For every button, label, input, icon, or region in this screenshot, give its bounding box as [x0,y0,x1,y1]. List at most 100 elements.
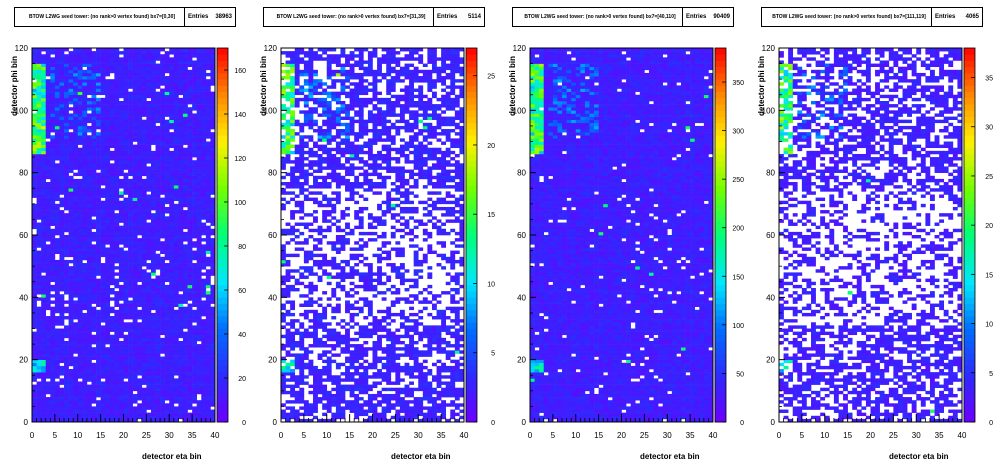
heatmap-cell [45,197,51,202]
heatmap-cell [178,216,184,220]
heatmap-cell [141,228,147,233]
colorbar-segment [217,309,228,317]
heatmap-cell [114,113,120,117]
heatmap-cell [128,182,133,186]
heatmap-cell [114,278,120,283]
heatmap-cell [123,79,129,83]
heatmap-cell [132,393,138,398]
heatmap-cell [50,119,56,124]
heatmap-cell [196,418,202,423]
heatmap-cell [150,331,156,336]
heatmap-cell [36,390,42,395]
heatmap-cell [155,278,161,283]
heatmap-cell [196,350,202,354]
heatmap-cell [182,178,188,183]
heatmap-cell [141,272,147,276]
heatmap-cell [77,166,83,170]
heatmap-cell [118,144,124,149]
heatmap-cell [118,194,124,198]
heatmap-cell [73,231,79,236]
heatmap-cell [64,100,69,105]
heatmap-cell [169,393,175,398]
heatmap-cell [96,387,101,392]
heatmap-cell [187,322,193,326]
heatmap-cell [146,235,152,239]
heatmap-cell [77,216,83,220]
heatmap-cell [201,110,207,114]
heatmap-cell [41,241,47,245]
heatmap-cell [123,113,129,117]
heatmap-cell [169,365,175,370]
heatmap-cell [128,256,133,261]
heatmap-cell [59,312,65,317]
heatmap-cell [164,94,170,99]
heatmap-cell [96,269,101,273]
heatmap-cell [54,259,60,264]
heatmap-cell [164,85,170,89]
heatmap-cell [96,263,101,267]
colorbar-segment [217,48,228,55]
heatmap-cell [36,63,42,67]
heatmap-cell [137,219,143,223]
heatmap-cell [201,210,207,214]
heatmap-cell [54,319,60,323]
heatmap-cell [123,344,129,348]
heatmap-cell [45,157,51,161]
heatmap-cell [128,259,133,264]
heatmap-cell [187,331,193,336]
heatmap-cell [114,400,120,404]
heatmap-cell [109,409,115,413]
heatmap-cell [192,206,198,211]
heatmap-cell [160,175,165,180]
heatmap-cell [59,88,65,92]
heatmap-cell [59,166,65,170]
heatmap-cell [137,94,143,99]
heatmap-cell [50,309,56,314]
heatmap-cell [123,175,129,180]
heatmap-cell [173,188,179,192]
heatmap-cell [294,287,300,292]
heatmap-cell [182,378,188,382]
heatmap-cell [150,412,156,417]
heatmap-cell [109,372,115,376]
heatmap-cell [105,129,111,133]
heatmap-cell [82,409,88,413]
heatmap-cell [54,178,60,183]
heatmap-cell [96,319,101,323]
heatmap-cell [64,344,69,348]
heatmap-cell [160,157,165,161]
heatmap-cell [146,76,152,80]
heatmap-cell [169,51,175,55]
heatmap-cell [132,169,138,173]
heatmap-cell [160,275,165,279]
heatmap-cell [205,51,211,55]
heatmap-cell [132,350,138,354]
heatmap-cell [290,175,296,180]
heatmap-cell [114,82,120,86]
heatmap-cell [285,91,291,96]
heatmap-cell [123,250,129,254]
heatmap-cell [182,104,188,108]
heatmap-cell [201,216,207,220]
heatmap-cell [290,119,296,124]
heatmap-cell [281,163,286,167]
heatmap-cell [64,153,69,158]
heatmap-cell [109,400,115,404]
heatmap-cell [160,403,165,407]
heatmap-cell [192,278,198,283]
heatmap-cell [281,278,286,283]
heatmap-cell [164,238,170,242]
heatmap-cell [210,238,216,242]
heatmap-cell [82,350,88,354]
heatmap-cell [150,188,156,192]
heatmap-cell [155,79,161,83]
heatmap-cell [82,188,88,192]
heatmap-cell [201,119,207,124]
heatmap-cell [205,393,211,398]
heatmap-cell [77,250,83,254]
heatmap-cell [109,166,115,170]
heatmap-cell [155,150,161,155]
heatmap-cell [210,197,216,202]
heatmap-cell [205,378,211,382]
heatmap-cell [36,72,42,77]
